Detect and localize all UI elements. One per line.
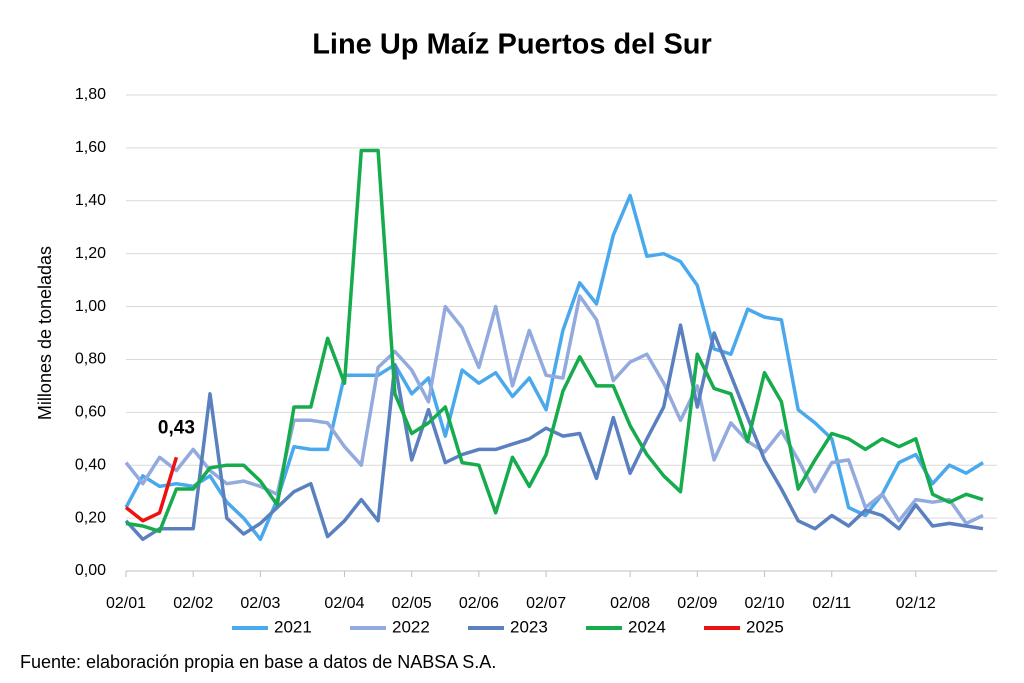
x-tick-label: 02/11 xyxy=(812,595,851,612)
series-line xyxy=(124,456,179,523)
x-tick-label: 02/09 xyxy=(677,595,717,612)
chart-title: Line Up Maíz Puertos del Sur xyxy=(312,29,712,61)
x-tick-label: 02/08 xyxy=(610,595,650,612)
x-tick-label: 02/03 xyxy=(240,595,280,612)
legend-label: 2022 xyxy=(392,617,430,636)
series-line xyxy=(124,193,984,542)
x-tick-label: 02/04 xyxy=(324,595,364,612)
y-tick-label: 1,80 xyxy=(75,86,106,103)
series-line xyxy=(124,323,984,542)
x-tick-label: 02/01 xyxy=(106,595,146,612)
x-tick-label: 02/02 xyxy=(173,595,213,612)
y-tick-label: 0,00 xyxy=(75,562,106,579)
y-tick-label: 1,20 xyxy=(75,245,106,262)
source-note: Fuente: elaboración propia en base a dat… xyxy=(20,652,496,672)
y-tick-label: 1,40 xyxy=(75,192,106,209)
legend-label: 2024 xyxy=(628,617,666,636)
y-tick-label: 0,20 xyxy=(75,509,106,526)
x-tick-label: 02/05 xyxy=(392,595,432,612)
legend-label: 2021 xyxy=(274,617,312,636)
legend-label: 2023 xyxy=(510,617,548,636)
y-tick-label: 0,40 xyxy=(75,456,106,473)
x-tick-label: 02/06 xyxy=(459,595,499,612)
y-axis-label: Millones de toneladas xyxy=(35,246,55,420)
series-line xyxy=(125,148,984,534)
x-tick-label: 02/07 xyxy=(526,595,566,612)
y-tick-label: 1,00 xyxy=(75,298,106,315)
legend-label: 2025 xyxy=(746,617,784,636)
x-tick-label: 02/10 xyxy=(745,595,785,612)
y-tick-label: 1,60 xyxy=(75,139,106,156)
y-tick-label: 0,80 xyxy=(75,351,106,368)
y-tick-label: 0,60 xyxy=(75,404,106,421)
value-label: 0,43 xyxy=(158,417,195,438)
x-tick-label: 02/12 xyxy=(896,595,936,612)
